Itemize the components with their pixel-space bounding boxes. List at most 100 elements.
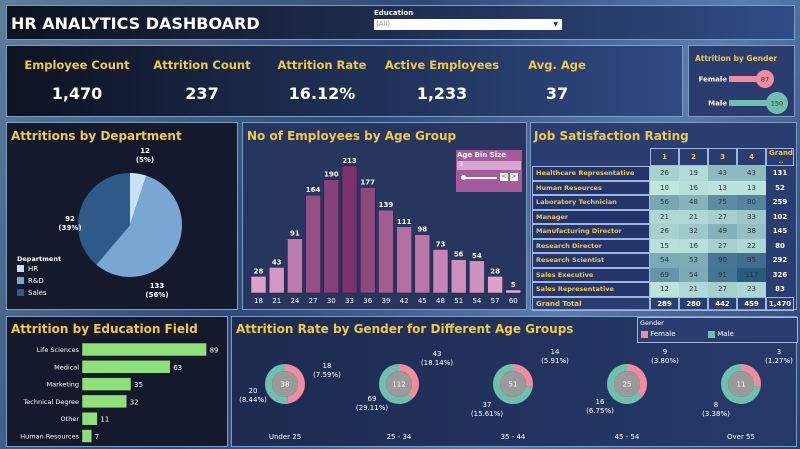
gender-bubble [766,92,788,114]
legend-title: Gender [640,319,664,327]
heatmap-cell: 54 [679,267,708,282]
donut-female [627,364,647,397]
increment-button[interactable]: > [510,173,518,181]
department-pie-chart: 12 (5%) 133 (56%) 92 (39%) Department HR R&D Sale… [17,147,182,299]
gender-label: Male [708,100,727,108]
age-group-label: 35 - 44 [501,433,526,441]
education-bar [81,429,93,443]
age-bin-size-parameter: Age Bin Size 3 < > [456,150,522,192]
row-total: 80 [775,241,785,250]
legend-female[interactable]: Female [641,330,676,338]
row-total: 131 [772,169,788,178]
row-total: 102 [772,212,788,221]
age-bar-value: 190 [324,171,339,179]
age-bin-size-slider[interactable] [461,175,497,180]
donut-total: 51 [509,381,518,389]
grand-total-cell: 289 [650,296,679,311]
legend-swatch [17,289,24,296]
education-label: Medical [54,363,79,371]
education-filter-value: (All) [376,20,391,28]
legend-label: R&D [28,277,44,285]
heatmap-cell: 16 [679,180,708,195]
donut-total: 11 [737,381,746,389]
age-tick-label: 57 [491,297,500,305]
education-value: 63 [173,364,182,372]
heatmap-cell: 10 [650,180,679,195]
age-gender-title: Attrition Rate by Gender for Different A… [236,322,574,336]
age-tick-label: 27 [309,297,318,305]
gender-title: Attrition by Gender [695,54,778,63]
row-total: 83 [775,285,785,294]
heatmap-cell: 16 [679,238,708,253]
education-filter-dropdown[interactable]: (All) ▼ [374,19,562,30]
age-bar-value: 139 [379,201,394,209]
row-label: Research Scientist [532,253,650,268]
heatmap-cell: 75 [708,195,737,210]
row-label: Sales Representative [532,282,650,297]
education-bar-chart: Life Sciences 89 Medical 63 Marketing 35 Techn… [20,342,219,443]
male-label: 20 (8.44%) [239,387,267,404]
pie-label: 12 (5%) [136,147,154,164]
heatmap-cell: 117 [737,267,766,282]
age-bar-value: 91 [290,230,300,238]
pie-slice-hr [130,173,147,225]
gender-label: Female [699,76,728,84]
age-bar [268,267,285,294]
heatmap-cell: 90 [708,253,737,268]
kpi-value: 16.12% [288,84,356,103]
gender-bubble [756,70,774,88]
heatmap-cell: 27 [708,238,737,253]
gender-bar [729,76,759,82]
education-label: Other [61,415,80,423]
age-bar-value: 54 [472,252,482,260]
age-tick-label: 54 [472,297,481,305]
age-bar [323,179,340,294]
heatmap-row: Manager 21 21 27 33 102 [532,209,794,224]
pie-slice-sales [78,173,130,265]
column-header: Grand .. [766,148,794,166]
kpi-value: 237 [185,84,219,103]
decrement-button[interactable]: < [500,173,508,181]
age-bar-value: 111 [397,218,412,226]
age-group-title: No of Employees by Age Group [247,129,457,143]
male-label: 37 (15.61%) [471,401,503,418]
legend-male-label: Male [717,330,734,338]
age-bar-value: 177 [360,178,375,186]
age-bin-size-input[interactable]: 3 [457,161,521,170]
donut-female [513,364,533,388]
age-group-label: Over 55 [727,433,755,441]
legend-swatch [17,277,24,284]
heatmap-cell: 13 [737,180,766,195]
legend-label: Sales [28,289,47,297]
education-value: 89 [210,347,219,355]
row-label: Manufacturing Director [532,224,650,239]
education-value: 7 [95,433,99,441]
heatmap-cell: 22 [737,238,766,253]
age-bar-value: 213 [342,157,357,165]
age-gender-panel: Attrition Rate by Gender for Different A… [231,316,798,447]
header: HR ANALYTICS DASHBOARD Education (All) ▼ [6,5,795,40]
heatmap-row: Manufacturing Director 26 32 49 38 145 [532,224,794,239]
column-header: 4 [737,148,766,166]
age-bar [414,234,431,294]
donut-male [607,364,643,404]
department-title: Attritions by Department [11,129,182,143]
chevron-down-icon: ▼ [553,21,558,28]
grand-total-value: 1,470 [766,296,794,311]
slider-handle[interactable] [461,175,466,180]
age-group-label: Under 25 [269,433,301,441]
donut-center [614,371,640,397]
heatmap-row: Research Director 15 16 27 22 80 [532,238,794,253]
male-label: 16 (6.75%) [586,398,614,415]
male-swatch [708,330,715,338]
age-tick-label: 51 [454,297,463,305]
legend-male[interactable]: Male [708,330,734,338]
kpi-value: 1,470 [51,84,103,103]
age-bar [450,259,467,294]
heatmap-cell: 49 [708,224,737,239]
age-bar [378,209,394,294]
grand-total-cell: 442 [708,296,737,311]
education-value: 32 [130,398,139,406]
heatmap-row: Laboratory Technician 56 48 75 80 259 [532,195,794,210]
heatmap-cell: 12 [650,282,679,297]
